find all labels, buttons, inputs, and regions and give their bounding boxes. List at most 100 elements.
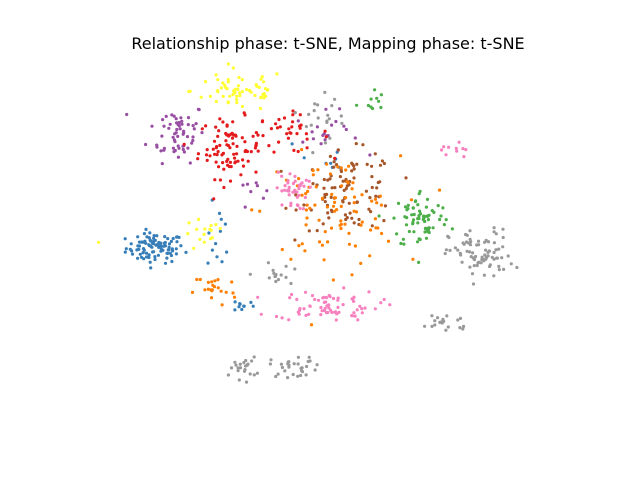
scatter-point <box>304 132 308 136</box>
scatter-point <box>483 253 487 257</box>
scatter-point <box>404 223 409 227</box>
scatter-point <box>313 102 317 106</box>
scatter-point <box>306 189 310 193</box>
scatter-point <box>215 153 219 157</box>
scatter-point <box>317 298 321 302</box>
scatter-point <box>275 126 280 130</box>
scatter-point <box>214 73 218 77</box>
scatter-point <box>325 162 329 166</box>
scatter-point <box>137 247 141 251</box>
scatter-point <box>179 116 183 120</box>
scatter-point <box>447 145 451 149</box>
scatter-point <box>210 280 214 284</box>
scatter-point <box>176 144 180 148</box>
scatter-point <box>245 363 249 367</box>
scatter-point <box>346 181 350 185</box>
scatter-point <box>214 160 218 164</box>
scatter-point <box>226 143 230 148</box>
scatter-point <box>293 111 297 115</box>
scatter-point <box>424 205 428 209</box>
scatter-point <box>305 146 309 150</box>
scatter-point <box>422 219 427 223</box>
scatter-point <box>238 362 242 366</box>
scatter-point <box>288 296 292 300</box>
scatter-point <box>461 147 465 151</box>
scatter-point <box>294 193 298 197</box>
scatter-point <box>412 230 416 234</box>
scatter-point <box>328 136 332 140</box>
scatter-point <box>286 362 290 366</box>
scatter-point <box>365 162 369 166</box>
scatter-point <box>286 189 290 193</box>
scatter-point <box>136 235 140 239</box>
scatter-point <box>170 259 174 264</box>
scatter-point <box>203 227 207 231</box>
scatter-point <box>342 188 346 192</box>
scatter-point <box>347 164 351 168</box>
scatter-point <box>340 184 344 188</box>
scatter-point <box>426 218 430 222</box>
scatter-point <box>501 235 505 240</box>
scatter-point <box>350 216 354 220</box>
scatter-point <box>303 195 307 200</box>
scatter-point <box>324 135 328 139</box>
scatter-point <box>170 113 174 117</box>
scatter-point <box>331 204 336 208</box>
scatter-point <box>311 168 315 173</box>
scatter-point <box>413 199 417 204</box>
scatter-point <box>458 251 462 255</box>
scatter-point <box>186 146 190 150</box>
scatter-point <box>339 114 343 118</box>
scatter-point <box>196 217 201 221</box>
scatter-point <box>330 210 334 214</box>
scatter-point <box>316 168 320 172</box>
scatter-point <box>333 156 337 160</box>
scatter-point <box>218 229 222 233</box>
scatter-point <box>97 240 101 244</box>
scatter-point <box>468 265 472 269</box>
scatter-point <box>471 256 475 260</box>
scatter-point <box>410 213 414 217</box>
scatter-point <box>240 307 244 312</box>
scatter-point <box>332 165 336 169</box>
scatter-point <box>254 181 258 185</box>
scatter-point <box>297 177 301 181</box>
scatter-point <box>295 297 299 301</box>
scatter-point <box>157 240 161 245</box>
scatter-point <box>477 260 481 264</box>
scatter-point <box>421 214 426 218</box>
scatter-point <box>368 153 372 157</box>
scatter-point <box>164 114 168 118</box>
scatter-point <box>262 96 266 100</box>
scatter-point <box>293 267 297 271</box>
scatter-point <box>494 232 498 236</box>
scatter-point <box>353 314 357 318</box>
scatter-point <box>168 251 172 255</box>
scatter-point <box>274 279 278 284</box>
scatter-point <box>182 142 186 146</box>
scatter-point <box>287 365 291 369</box>
scatter-point <box>462 324 466 328</box>
scatter-point <box>339 169 343 174</box>
scatter-point <box>352 221 356 225</box>
scatter-point <box>399 154 403 158</box>
scatter-point <box>221 120 225 124</box>
scatter-point <box>354 142 358 146</box>
scatter-point <box>195 277 199 282</box>
scatter-point <box>172 114 176 118</box>
scatter-point <box>219 217 223 221</box>
scatter-point <box>286 136 290 140</box>
scatter-point <box>181 147 185 152</box>
scatter-point <box>403 215 407 219</box>
scatter-point <box>195 227 199 231</box>
scatter-point <box>238 366 243 370</box>
scatter-point <box>206 287 210 291</box>
scatter-point <box>177 120 181 125</box>
scatter-point <box>238 91 242 95</box>
scatter-point <box>456 248 460 252</box>
scatter-point <box>154 243 158 247</box>
scatter-point <box>142 240 146 244</box>
scatter-point <box>360 311 364 315</box>
scatter-point <box>328 172 333 176</box>
scatter-point <box>240 136 244 140</box>
